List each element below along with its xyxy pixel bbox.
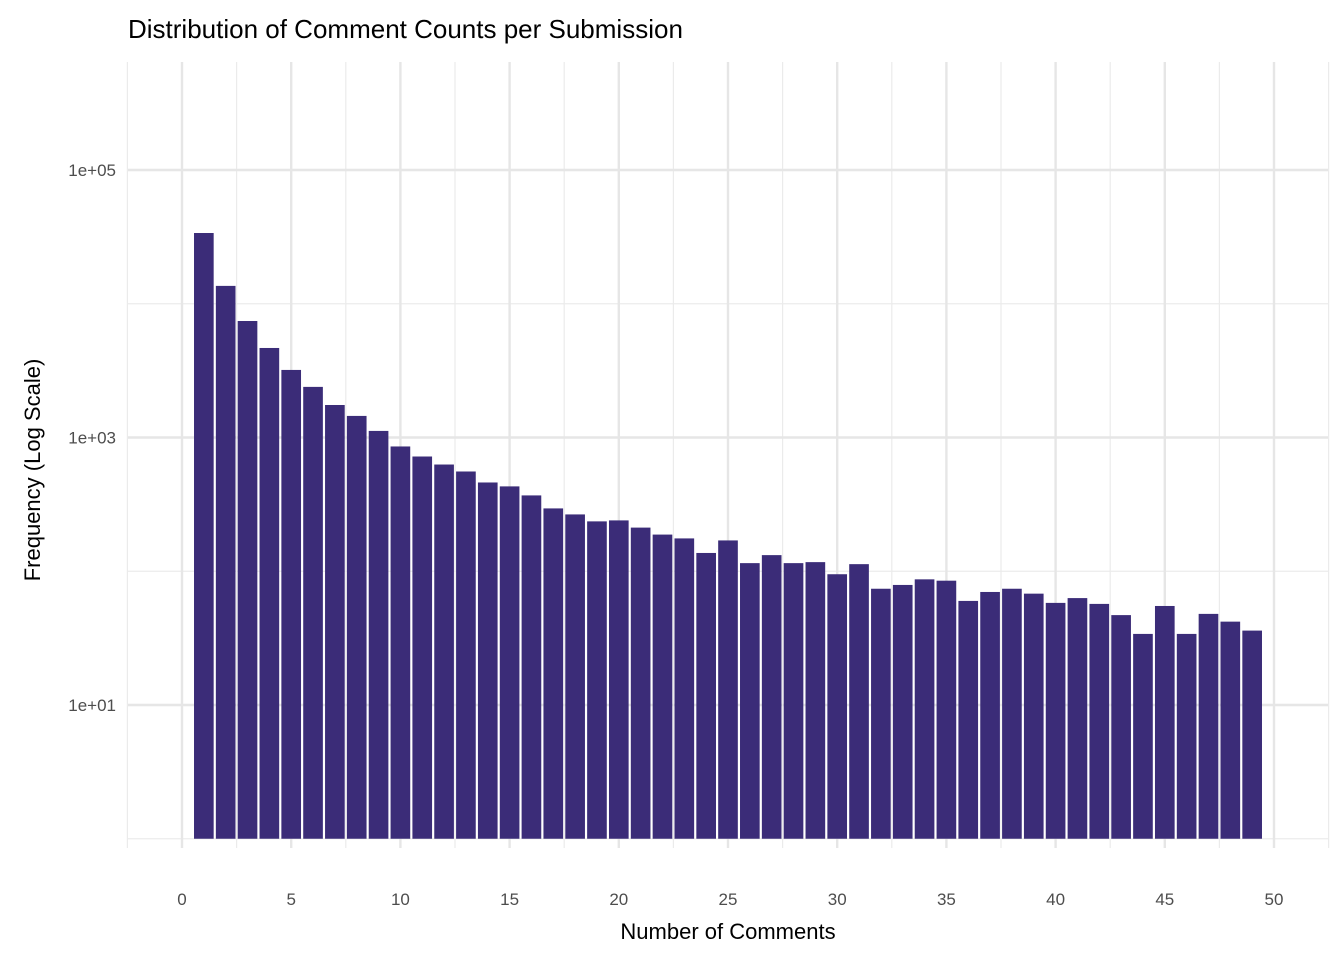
y-tick-labels: 1e+01 1e+03 1e+05 [68,161,116,715]
bar [652,534,673,839]
y-tick-label: 1e+03 [68,429,116,448]
y-tick-label: 1e+05 [68,161,116,180]
bar [914,579,935,839]
x-tick-label: 5 [286,890,295,909]
x-tick-label: 15 [500,890,519,909]
bar [1198,613,1219,839]
bar [521,495,542,839]
bar [892,584,913,839]
bar [980,591,1000,839]
bar [1002,588,1022,839]
bar [412,456,433,839]
bar [783,563,804,839]
bars [194,233,1262,839]
x-tick-label: 45 [1155,890,1174,909]
x-axis-label: Number of Comments [620,919,835,944]
bar [958,600,979,839]
bar [456,471,476,839]
bar [1133,633,1153,839]
bar [740,563,760,839]
bar [827,574,848,839]
x-tick-label: 30 [828,890,847,909]
x-tick-label: 0 [177,890,186,909]
bar [849,564,869,839]
bar [936,580,957,839]
x-tick-label: 25 [719,890,738,909]
bar [1154,605,1175,839]
bar [325,404,345,839]
bar [543,508,564,839]
x-tick-label: 20 [609,890,628,909]
bar [281,369,302,839]
bar [871,588,891,839]
bar [194,233,214,839]
bar [1089,603,1110,839]
bar [499,486,520,839]
bar [608,520,629,839]
bar [303,386,323,839]
bar [390,446,411,839]
x-tick-label: 50 [1265,890,1284,909]
bar [761,555,782,839]
y-axis-label: Frequency (Log Scale) [20,359,45,582]
bar [1067,598,1088,839]
bar [346,415,367,839]
bar [237,321,258,839]
chart-title: Distribution of Comment Counts per Submi… [128,14,683,44]
bar [718,540,738,839]
bar [368,430,389,839]
bar [477,482,498,839]
bar [434,464,454,839]
bar [215,285,236,839]
bar [259,347,280,839]
bar [1111,615,1131,839]
bar [630,527,651,839]
x-tick-label: 10 [391,890,410,909]
bar [1176,633,1197,839]
y-tick-label: 1e+01 [68,696,116,715]
x-tick-labels: 0 5 10 15 20 25 30 35 40 45 50 [177,890,1283,909]
bar [587,521,607,839]
bar [1045,602,1066,839]
bar [1242,630,1262,839]
x-tick-label: 35 [937,890,956,909]
bar [805,562,826,839]
bar [1023,593,1044,839]
bar [565,514,585,839]
bar [674,538,695,839]
bar [1220,621,1241,839]
x-tick-label: 40 [1046,890,1065,909]
bar [696,552,716,839]
